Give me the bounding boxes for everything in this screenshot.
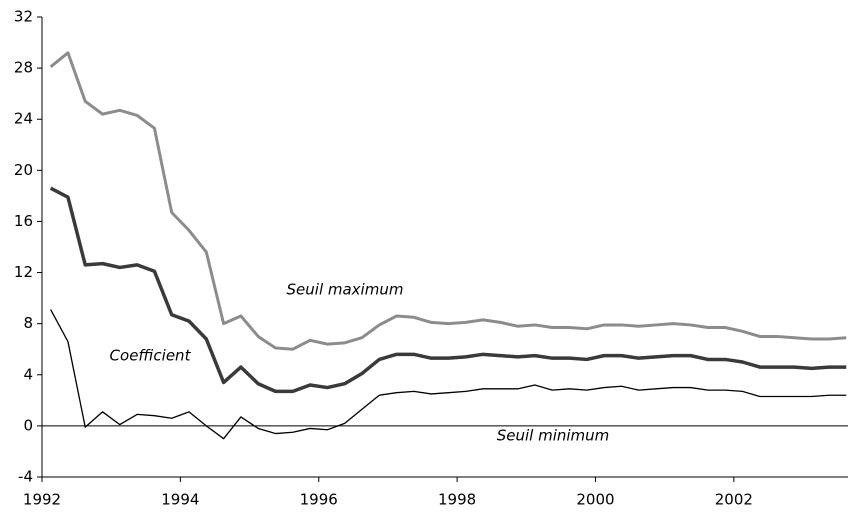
series-label: Coefficient — [110, 347, 192, 365]
x-tick-label: 2002 — [715, 491, 753, 509]
y-tick-label: 16 — [14, 212, 33, 230]
series-label: Seuil minimum — [497, 427, 610, 445]
x-tick-label: 1996 — [300, 491, 338, 509]
y-tick-label: 28 — [14, 59, 33, 77]
y-tick-label: 32 — [14, 8, 33, 26]
series-line — [49, 186, 847, 394]
y-tick-label: 8 — [23, 314, 33, 332]
y-tick-label: 0 — [23, 416, 33, 434]
series-line — [50, 309, 847, 440]
y-tick-label: 24 — [14, 110, 33, 128]
series-label: Seuil maximum — [287, 281, 404, 299]
series-line — [49, 51, 847, 351]
x-tick-label: 1998 — [438, 491, 476, 509]
y-tick-label: 12 — [14, 263, 33, 281]
x-tick-label: 1992 — [23, 491, 61, 509]
y-tick-label: 4 — [23, 365, 33, 383]
y-tick-label: 20 — [14, 161, 33, 179]
y-tick-label: -4 — [18, 468, 33, 486]
x-tick-label: 1994 — [161, 491, 199, 509]
x-tick-label: 2000 — [576, 491, 614, 509]
